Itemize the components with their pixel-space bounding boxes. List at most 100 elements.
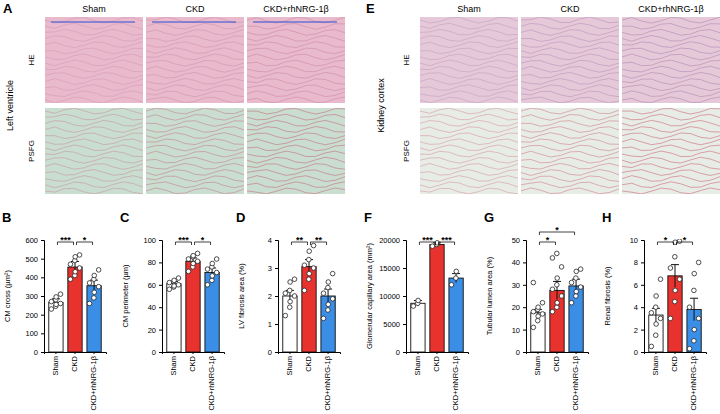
micrograph	[521, 17, 619, 103]
plot-area	[531, 251, 583, 352]
y-tick: 50	[512, 236, 526, 245]
texture	[521, 133, 619, 139]
significance-label: *	[546, 235, 550, 245]
texture	[420, 29, 518, 35]
texture	[420, 48, 518, 54]
y-tick: 100	[143, 236, 162, 245]
x-axis-line	[279, 353, 341, 355]
x-axis: ShamCKDCKD+rhNRG-1β	[279, 352, 341, 411]
x-tick: Sham	[533, 352, 542, 376]
bar-chart: DLV fibrosis area (%)01234ShamCKDCKD+rhN…	[236, 210, 341, 411]
y-tick: 5000	[383, 320, 406, 329]
panel-letter: B	[2, 210, 11, 225]
texture	[622, 176, 720, 182]
texture	[247, 170, 345, 176]
figure: ALeft ventricleShamCKDCKD+rhNRG-1βHEPSFG…	[0, 0, 720, 414]
texture	[622, 36, 720, 42]
bar	[411, 303, 425, 352]
row-label: HE	[402, 54, 411, 65]
x-tick-mark	[309, 352, 310, 354]
y-tick: 10	[630, 236, 644, 245]
x-axis-line	[645, 353, 707, 355]
data-point	[454, 276, 459, 281]
panel-letter: E	[366, 1, 375, 16]
y-tick-label: 0	[268, 348, 272, 357]
texture	[622, 72, 720, 78]
data-point	[205, 283, 210, 288]
texture	[420, 85, 518, 91]
texture	[247, 85, 345, 91]
bar	[49, 303, 63, 352]
x-tick-mark	[173, 352, 174, 354]
significance-label: **	[315, 235, 323, 245]
y-tick-label: 20	[148, 326, 156, 335]
texture	[146, 48, 244, 54]
x-tick: CKD	[670, 352, 679, 372]
micrograph-background	[45, 108, 143, 194]
data-point	[49, 299, 54, 304]
bar	[550, 290, 564, 352]
texture	[247, 176, 345, 182]
x-tick: CKD	[304, 352, 313, 372]
texture	[521, 66, 619, 72]
texture	[420, 127, 518, 133]
data-point	[77, 253, 82, 258]
x-tick-mark	[94, 352, 95, 354]
x-tick: CKD	[70, 352, 79, 372]
micrograph	[247, 108, 345, 194]
significance-label: ***	[422, 235, 433, 245]
significance-label: ***	[178, 235, 189, 245]
y-tick-mark	[159, 240, 162, 241]
panel-letter: D	[236, 210, 245, 225]
texture	[521, 108, 619, 114]
x-axis-line	[407, 353, 469, 355]
x-axis-line	[527, 353, 589, 355]
texture	[146, 17, 244, 23]
data-point	[658, 316, 663, 321]
data-point	[653, 305, 658, 310]
texture	[146, 108, 244, 114]
significance-label: *	[664, 235, 668, 245]
micrograph-background	[247, 17, 345, 103]
scale-bar	[51, 22, 135, 23]
y-tick-mark	[41, 296, 44, 297]
data-point	[167, 287, 172, 292]
y-tick: 4	[634, 303, 644, 312]
x-tick-label: Sham	[51, 356, 60, 376]
y-axis-line	[41, 241, 45, 353]
panel-letter: G	[484, 210, 494, 225]
x-tick-mark	[694, 352, 695, 354]
micrograph	[420, 108, 518, 194]
y-axis-title: Renal fibrosis (%)	[603, 266, 612, 326]
y-tick-label: 0	[152, 348, 156, 357]
data-point	[283, 291, 288, 296]
micrograph-background	[622, 108, 720, 194]
texture	[420, 91, 518, 97]
x-tick: CKD+rhNRG-1β	[689, 352, 698, 411]
y-tick-mark	[275, 352, 278, 353]
texture	[521, 54, 619, 60]
texture	[247, 151, 345, 157]
texture	[521, 188, 619, 194]
x-tick: Sham	[651, 352, 660, 376]
data-point	[531, 325, 536, 330]
texture	[420, 151, 518, 157]
texture	[420, 97, 518, 103]
y-tick-mark	[159, 352, 162, 353]
x-tick: CKD+rhNRG-1β	[451, 352, 460, 411]
texture	[146, 72, 244, 78]
texture	[521, 170, 619, 176]
y-tick-mark	[641, 262, 644, 263]
x-tick-mark	[55, 352, 56, 354]
texture	[247, 182, 345, 188]
data-point	[311, 266, 316, 271]
micrograph	[622, 108, 720, 194]
bar	[205, 272, 219, 352]
y-tick-label: 20	[512, 303, 520, 312]
panel-letter: A	[3, 1, 13, 16]
micrograph-background	[420, 17, 518, 103]
bar-chart: GTubular lumen area (%)01020304050ShamCK…	[484, 210, 589, 411]
image-panel: ALeft ventricleShamCKDCKD+rhNRG-1βHEPSFG	[3, 1, 345, 194]
texture	[622, 54, 720, 60]
texture	[521, 36, 619, 42]
